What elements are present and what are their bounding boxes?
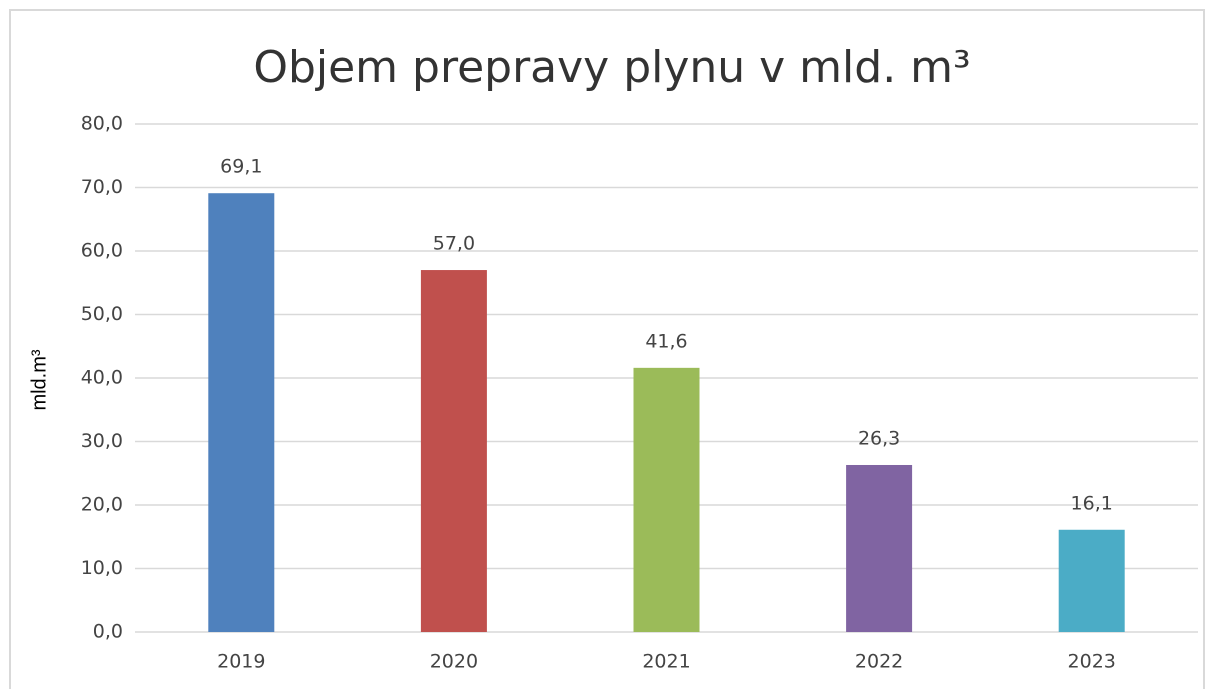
data-label: 26,3 [858, 427, 900, 449]
data-label: 41,6 [645, 330, 687, 352]
bar [208, 193, 275, 632]
x-tick-label: 2020 [430, 651, 478, 673]
y-tick-label: 30,0 [81, 430, 123, 452]
y-tick-label: 40,0 [81, 367, 123, 389]
x-tick-label: 2021 [642, 651, 690, 673]
y-axis-label: mld.m³ [28, 349, 50, 410]
chart-title: Objem prepravy plynu v mld. m³ [253, 42, 970, 93]
data-label: 57,0 [433, 233, 475, 255]
chart-frame [9, 9, 1205, 689]
y-tick-label: 10,0 [81, 557, 123, 579]
data-label: 69,1 [220, 156, 262, 178]
bar [633, 367, 700, 632]
y-tick-label: 80,0 [81, 113, 123, 135]
x-tick-label: 2022 [855, 651, 903, 673]
bar [1058, 529, 1125, 632]
x-tick-label: 2023 [1068, 651, 1116, 673]
y-tick-label: 0,0 [93, 621, 123, 643]
x-tick-label: 2019 [217, 651, 265, 673]
y-tick-label: 60,0 [81, 240, 123, 262]
y-tick-label: 70,0 [81, 176, 123, 198]
y-tick-label: 50,0 [81, 303, 123, 325]
bar [846, 464, 913, 632]
y-tick-label: 20,0 [81, 494, 123, 516]
bar [420, 270, 487, 632]
data-label: 16,1 [1071, 492, 1113, 514]
